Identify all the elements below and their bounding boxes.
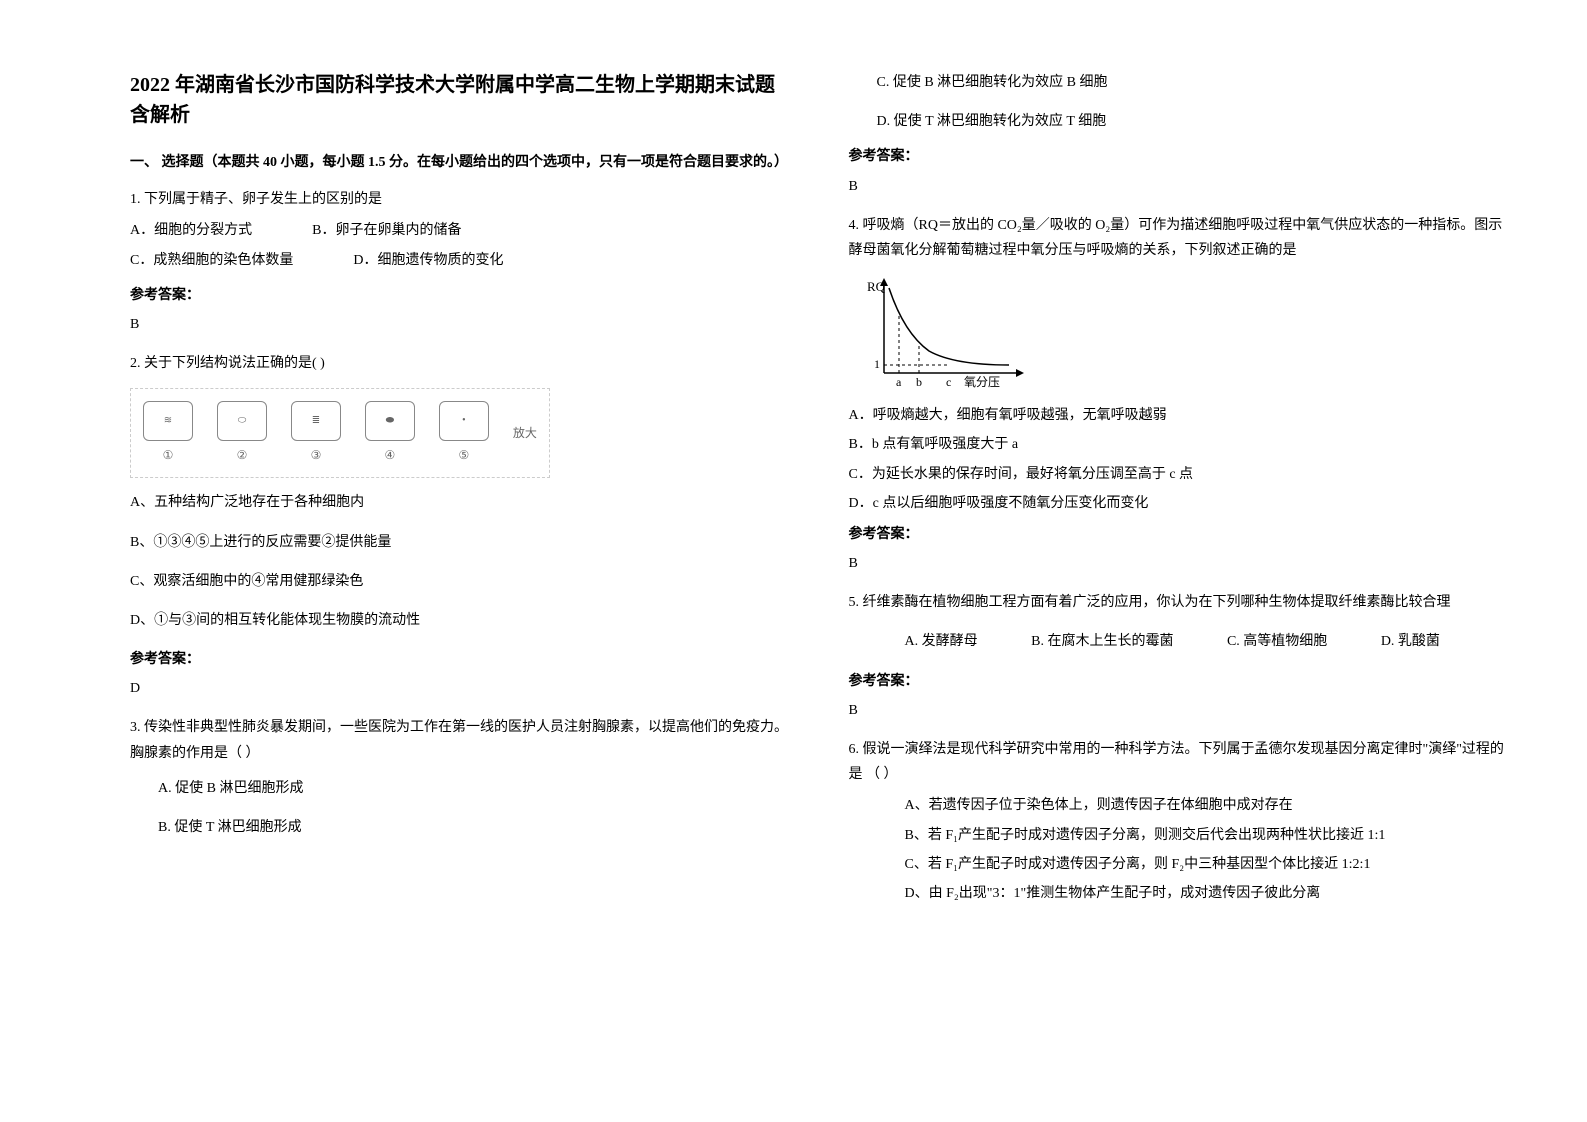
organelle-icon-4: ⬬ — [365, 401, 415, 441]
q6-text: 6. 假说一演绎法是现代科学研究中常用的一种科学方法。下列属于孟德尔发现基因分离… — [849, 737, 1508, 787]
diagram-label-3: ③ — [311, 445, 322, 467]
q3-optA: A. 促使 B 淋巴细胞形成 — [130, 776, 789, 801]
q5-optB: B. 在腐木上生长的霉菌 — [1031, 634, 1173, 649]
q4-optB: B．b 点有氧呼吸强度大于 a — [849, 432, 1508, 457]
diagram-item-2: ⬭ ② — [217, 401, 267, 467]
svg-text:a: a — [896, 375, 902, 389]
diagram-item-5: • ⑤ — [439, 401, 489, 467]
q2-optA: A、五种结构广泛地存在于各种细胞内 — [130, 490, 789, 515]
page-title: 2022 年湖南省长沙市国防科学技术大学附属中学高二生物上学期期末试题含解析 — [130, 70, 789, 130]
q4-optC: C．为延长水果的保存时间，最好将氧分压调至高于 c 点 — [849, 462, 1508, 487]
organelle-icon-2: ⬭ — [217, 401, 267, 441]
question-6: 6. 假说一演绎法是现代科学研究中常用的一种科学方法。下列属于孟德尔发现基因分离… — [849, 737, 1508, 906]
rq-chart-svg: RQ 1 a b c 氧分压 — [859, 273, 1039, 393]
diagram-label-2: ② — [237, 445, 248, 467]
left-column: 2022 年湖南省长沙市国防科学技术大学附属中学高二生物上学期期末试题含解析 一… — [100, 70, 819, 1092]
svg-text:氧分压: 氧分压 — [964, 375, 1000, 389]
q2-optC: C、观察活细胞中的④常用健那绿染色 — [130, 569, 789, 594]
q4-optD: D．c 点以后细胞呼吸强度不随氧分压变化而变化 — [849, 491, 1508, 516]
q1-optA: A．细胞的分裂方式 — [130, 218, 252, 243]
q5-answer: B — [849, 698, 1508, 723]
svg-text:1: 1 — [874, 357, 880, 371]
q6-optD: D、由 F₂出现"3：1"推测生物体产生配子时，成对遗传因子彼此分离 — [849, 881, 1508, 906]
q1-text: 1. 下列属于精子、卵子发生上的区别的是 — [130, 187, 789, 212]
q1-optD: D．细胞遗传物质的变化 — [353, 248, 503, 273]
svg-text:b: b — [916, 375, 922, 389]
q1-optB: B．卵子在卵巢内的储备 — [312, 218, 461, 243]
q3-answer-label: 参考答案： — [849, 144, 1508, 169]
svg-text:RQ: RQ — [867, 279, 886, 294]
q6-optC: C、若 F₁产生配子时成对遗传因子分离，则 F₂中三种基因型个体比接近 1:2:… — [849, 852, 1508, 877]
diagram-label-1: ① — [163, 445, 174, 467]
diagram-item-3: ≣ ③ — [291, 401, 341, 467]
q3-optD: D. 促使 T 淋巴细胞转化为效应 T 细胞 — [849, 109, 1508, 134]
q4-optA: A．呼吸熵越大，细胞有氧呼吸越强，无氧呼吸越弱 — [849, 403, 1508, 428]
q6-optA: A、若遗传因子位于染色体上，则遗传因子在体细胞中成对存在 — [849, 793, 1508, 818]
question-1: 1. 下列属于精子、卵子发生上的区别的是 A．细胞的分裂方式 B．卵子在卵巢内的… — [130, 187, 789, 337]
organelle-icon-1: ≋ — [143, 401, 193, 441]
q5-options-row: A. 发酵酵母 B. 在腐木上生长的霉菌 C. 高等植物细胞 D. 乳酸菌 — [849, 629, 1508, 654]
diagram-label-5: ⑤ — [459, 445, 470, 467]
q2-diagram: ≋ ① ⬭ ② ≣ ③ ⬬ ④ • ⑤ 放大 — [130, 388, 550, 478]
q2-text: 2. 关于下列结构说法正确的是( ) — [130, 351, 789, 376]
q5-optD: D. 乳酸菌 — [1381, 634, 1440, 649]
diagram-item-1: ≋ ① — [143, 401, 193, 467]
q5-answer-label: 参考答案： — [849, 669, 1508, 694]
q5-text: 5. 纤维素酶在植物细胞工程方面有着广泛的应用，你认为在下列哪种生物体提取纤维素… — [849, 590, 1508, 615]
question-4: 4. 呼吸熵（RQ＝放出的 CO₂量／吸收的 O₂量）可作为描述细胞呼吸过程中氧… — [849, 213, 1508, 577]
section-header: 一、 选择题（本题共 40 小题，每小题 1.5 分。在每小题给出的四个选项中，… — [130, 150, 789, 175]
q4-chart: RQ 1 a b c 氧分压 — [859, 273, 1039, 393]
q1-optC: C．成熟细胞的染色体数量 — [130, 248, 293, 273]
q1-options: A．细胞的分裂方式 B．卵子在卵巢内的储备 C．成熟细胞的染色体数量 D．细胞遗… — [130, 218, 789, 276]
q4-answer: B — [849, 551, 1508, 576]
q3-optC: C. 促使 B 淋巴细胞转化为效应 B 细胞 — [849, 70, 1508, 95]
right-column: C. 促使 B 淋巴细胞转化为效应 B 细胞 D. 促使 T 淋巴细胞转化为效应… — [819, 70, 1538, 1092]
organelle-icon-5: • — [439, 401, 489, 441]
q4-text: 4. 呼吸熵（RQ＝放出的 CO₂量／吸收的 O₂量）可作为描述细胞呼吸过程中氧… — [849, 213, 1508, 263]
question-2: 2. 关于下列结构说法正确的是( ) ≋ ① ⬭ ② ≣ ③ ⬬ ④ • ⑤ — [130, 351, 789, 701]
q5-optA: A. 发酵酵母 — [849, 634, 978, 649]
diagram-item-4: ⬬ ④ — [365, 401, 415, 467]
diagram-caption: 放大 — [513, 423, 537, 445]
q3-optB: B. 促使 T 淋巴细胞形成 — [130, 815, 789, 840]
q5-optC: C. 高等植物细胞 — [1227, 634, 1327, 649]
question-5: 5. 纤维素酶在植物细胞工程方面有着广泛的应用，你认为在下列哪种生物体提取纤维素… — [849, 590, 1508, 723]
organelle-icon-3: ≣ — [291, 401, 341, 441]
q3-answer: B — [849, 174, 1508, 199]
q3-text: 3. 传染性非典型性肺炎暴发期间，一些医院为工作在第一线的医护人员注射胸腺素，以… — [130, 715, 789, 765]
diagram-label-4: ④ — [385, 445, 396, 467]
question-3: 3. 传染性非典型性肺炎暴发期间，一些医院为工作在第一线的医护人员注射胸腺素，以… — [130, 715, 789, 840]
q2-answer-label: 参考答案： — [130, 647, 789, 672]
q2-optD: D、①与③间的相互转化能体现生物膜的流动性 — [130, 608, 789, 633]
q1-answer-label: 参考答案： — [130, 283, 789, 308]
q2-optB: B、①③④⑤上进行的反应需要②提供能量 — [130, 530, 789, 555]
svg-text:c: c — [946, 375, 951, 389]
q1-answer: B — [130, 312, 789, 337]
q2-answer: D — [130, 676, 789, 701]
q6-optB: B、若 F₁产生配子时成对遗传因子分离，则测交后代会出现两种性状比接近 1:1 — [849, 823, 1508, 848]
q4-answer-label: 参考答案： — [849, 522, 1508, 547]
